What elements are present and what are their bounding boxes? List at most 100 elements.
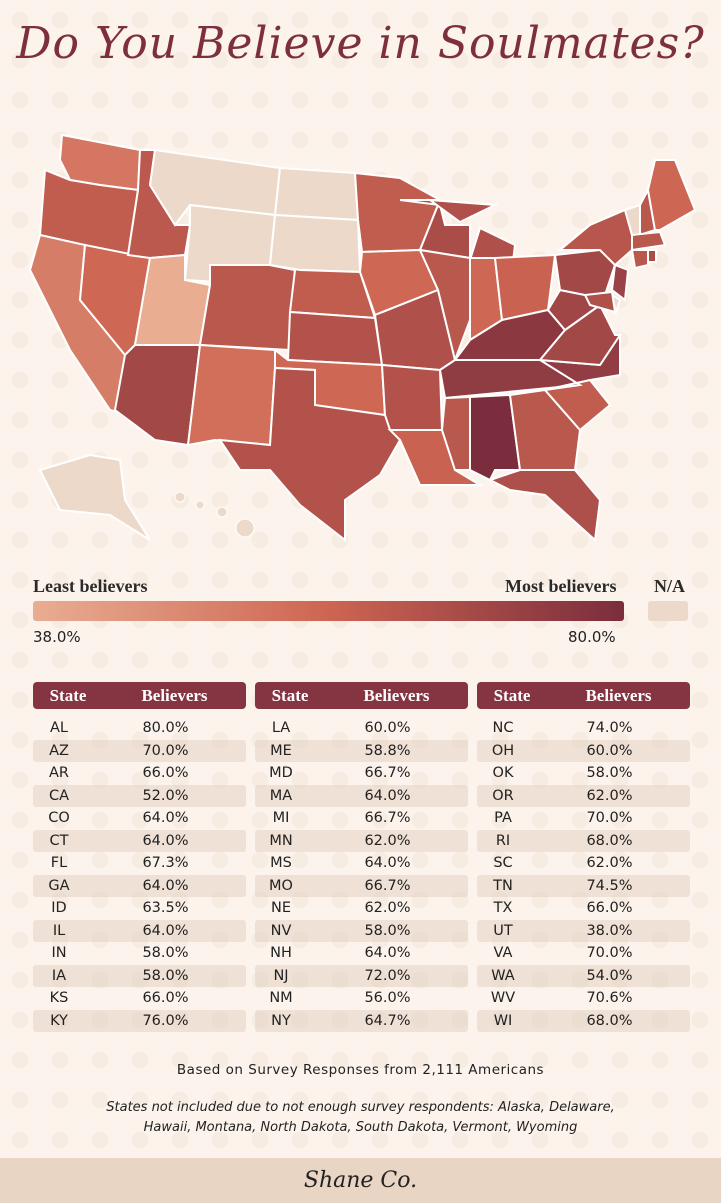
legend-least-label: Least believers <box>33 576 148 596</box>
survey-note: Based on Survey Responses from 2,111 Ame… <box>176 1062 545 1078</box>
state-code: NJ <box>273 967 289 984</box>
page-title: Do You Believe in Soulmates? <box>16 18 705 69</box>
table-row: NC 74.0% <box>477 717 690 740</box>
table-header: State Believers <box>255 682 468 709</box>
table-row: NY 64.7% <box>255 1009 468 1032</box>
table-row: NM 56.0% <box>255 987 468 1010</box>
state-ri <box>647 249 657 263</box>
state-code: ID <box>51 900 67 917</box>
state-nj <box>610 263 630 302</box>
table-row: MI 66.7% <box>255 807 468 830</box>
state-code: IL <box>52 922 66 939</box>
believers-value: 54.0% <box>586 967 633 984</box>
believers-value: 58.0% <box>586 765 633 782</box>
legend-max-value: 80.0% <box>568 628 616 646</box>
state-ct <box>630 249 649 270</box>
header-state: State <box>271 685 309 705</box>
believers-value: 66.7% <box>364 877 411 894</box>
believers-value: 38.0% <box>586 922 633 939</box>
table-row: SC 62.0% <box>477 852 690 875</box>
header-believers: Believers <box>141 685 208 705</box>
state-code: NY <box>271 1012 291 1029</box>
state-code: MD <box>269 765 293 782</box>
believers-value: 58.8% <box>364 742 411 759</box>
state-code: AR <box>49 765 69 782</box>
believers-value: 64.0% <box>364 787 411 804</box>
state-me <box>646 159 697 231</box>
table-row: CA 52.0% <box>33 784 246 807</box>
believers-value: 67.3% <box>142 855 189 872</box>
believers-value: 66.0% <box>142 765 189 782</box>
state-code: KY <box>50 1012 68 1029</box>
table-row: CT 64.0% <box>33 829 246 852</box>
header-believers: Believers <box>363 685 430 705</box>
state-code: WA <box>491 967 515 984</box>
believers-value: 64.0% <box>364 855 411 872</box>
table-header: State Believers <box>477 682 690 709</box>
table-row: PA 70.0% <box>477 807 690 830</box>
table-row: OH 60.0% <box>477 739 690 762</box>
state-code: MN <box>269 832 293 849</box>
state-code: UT <box>493 922 513 939</box>
legend-most-label: Most believers <box>505 576 617 596</box>
believers-value: 66.0% <box>586 900 633 917</box>
table-row: MA 64.0% <box>255 784 468 807</box>
table-row: NE 62.0% <box>255 897 468 920</box>
believers-value: 74.5% <box>586 877 633 894</box>
table-row: AL 80.0% <box>33 717 246 740</box>
legend-min-value: 38.0% <box>33 628 81 646</box>
state-code: KS <box>49 990 69 1007</box>
table-row: WV 70.6% <box>477 987 690 1010</box>
header-state: State <box>493 685 531 705</box>
believers-value: 66.7% <box>364 810 411 827</box>
state-ma <box>631 230 667 252</box>
table-row: AR 66.0% <box>33 762 246 785</box>
state-code: PA <box>494 810 512 827</box>
table-row: TN 74.5% <box>477 874 690 897</box>
state-hi <box>174 491 186 503</box>
state-fl <box>487 469 602 543</box>
believers-value: 60.0% <box>586 742 633 759</box>
believers-table-1: State Believers AL 80.0% AZ 70.0% AR 66.0% CA 52.… <box>33 682 246 1032</box>
state-code: IA <box>51 967 67 984</box>
table-row: VA 70.0% <box>477 942 690 965</box>
table-row: NJ 72.0% <box>255 964 468 987</box>
state-hi <box>216 506 228 518</box>
state-code: IN <box>51 945 67 962</box>
table-row: OK 58.0% <box>477 762 690 785</box>
state-code: NH <box>270 945 292 962</box>
believers-value: 58.0% <box>142 967 189 984</box>
believers-value: 64.0% <box>142 877 189 894</box>
state-code: AL <box>50 720 68 737</box>
state-code: RI <box>495 832 511 849</box>
table-row: MN 62.0% <box>255 829 468 852</box>
state-code: MO <box>269 877 293 894</box>
believers-value: 58.0% <box>142 945 189 962</box>
excluded-note-line1: States not included due to not enough su… <box>106 1100 615 1115</box>
state-il <box>418 248 471 364</box>
table-row: KS 66.0% <box>33 987 246 1010</box>
believers-value: 64.7% <box>364 1012 411 1029</box>
legend-gradient-bar <box>33 601 624 621</box>
believers-value: 70.6% <box>586 990 633 1007</box>
believers-value: 64.0% <box>142 810 189 827</box>
believers-value: 64.0% <box>364 945 411 962</box>
header-state: State <box>49 685 87 705</box>
table-row: IA 58.0% <box>33 964 246 987</box>
state-ar <box>380 363 444 431</box>
legend-na-label: N/A <box>654 576 685 596</box>
table-row: UT 38.0% <box>477 919 690 942</box>
believers-value: 70.0% <box>142 742 189 759</box>
state-ks <box>286 310 384 367</box>
table-header: State Believers <box>33 682 246 709</box>
state-ak <box>38 453 151 541</box>
state-nd <box>273 166 360 222</box>
table-row: ID 63.5% <box>33 897 246 920</box>
table-row: WI 68.0% <box>477 1009 690 1032</box>
state-code: OR <box>492 787 514 804</box>
state-code: OK <box>492 765 514 782</box>
us-choropleth-map <box>28 133 697 543</box>
table-row: IN 58.0% <box>33 942 246 965</box>
believers-value: 60.0% <box>364 720 411 737</box>
believers-value: 63.5% <box>142 900 189 917</box>
